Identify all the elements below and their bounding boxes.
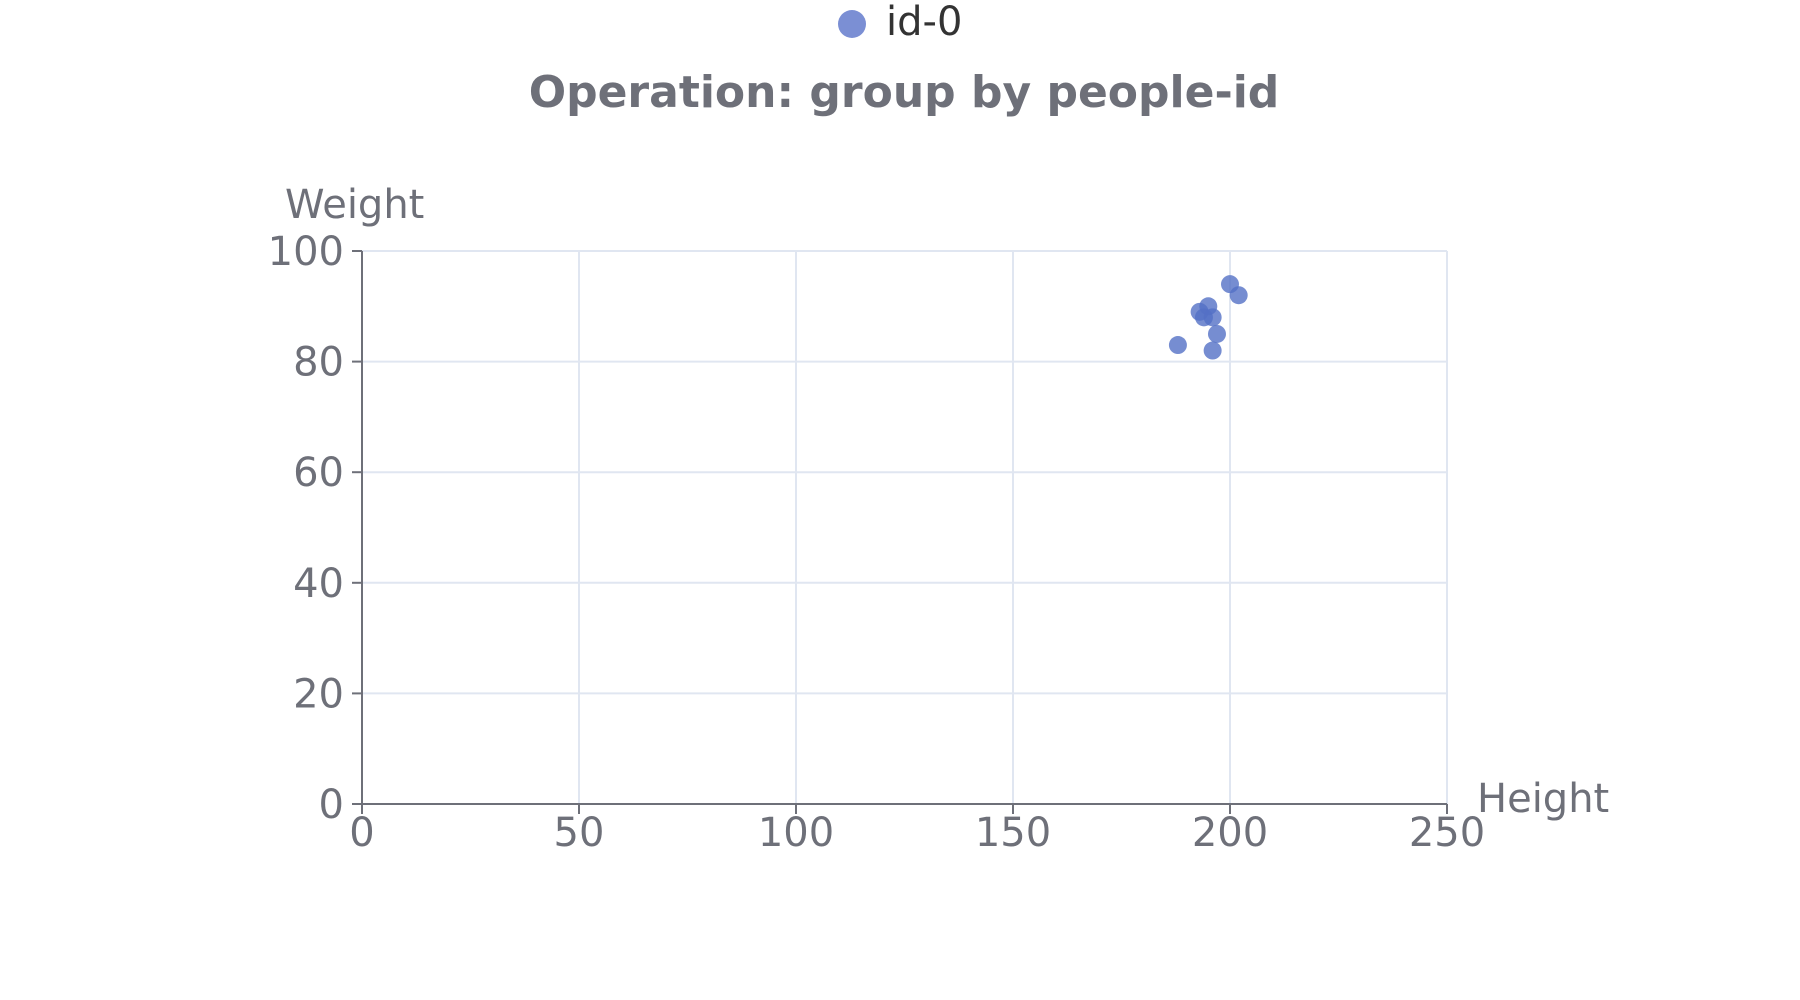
y-axis-label: Weight <box>285 182 424 228</box>
data-points <box>1168 275 1248 360</box>
scatter-point[interactable] <box>1168 336 1187 355</box>
legend-label[interactable]: id-0 <box>886 0 962 45</box>
y-tick-label: 40 <box>293 561 344 607</box>
grid <box>362 250 1448 804</box>
legend-marker[interactable] <box>838 10 866 38</box>
y-tick-label: 80 <box>293 340 344 386</box>
x-tick-label: 200 <box>1192 810 1268 856</box>
x-tick-label: 100 <box>758 810 834 856</box>
x-tick-label: 150 <box>975 810 1051 856</box>
scatter-point[interactable] <box>1207 324 1226 343</box>
y-tick-label: 60 <box>293 450 344 496</box>
axes <box>352 250 1448 814</box>
chart-title: Operation: group by people-id <box>529 67 1280 118</box>
y-tick-label: 0 <box>319 782 344 828</box>
x-tick-label: 250 <box>1409 810 1485 856</box>
legend[interactable]: id-0 <box>838 0 962 45</box>
tick-labels: 0 20 40 60 80 100 0 50 100 150 200 250 <box>268 229 1486 856</box>
scatter-point[interactable] <box>1203 341 1222 360</box>
x-tick-label: 0 <box>349 810 374 856</box>
x-axis-label: Height <box>1477 776 1609 822</box>
x-tick-label: 50 <box>554 810 605 856</box>
scatter-point[interactable] <box>1203 308 1222 327</box>
y-tick-label: 20 <box>293 671 344 717</box>
y-tick-label: 100 <box>268 229 344 275</box>
scatter-point[interactable] <box>1229 286 1248 305</box>
